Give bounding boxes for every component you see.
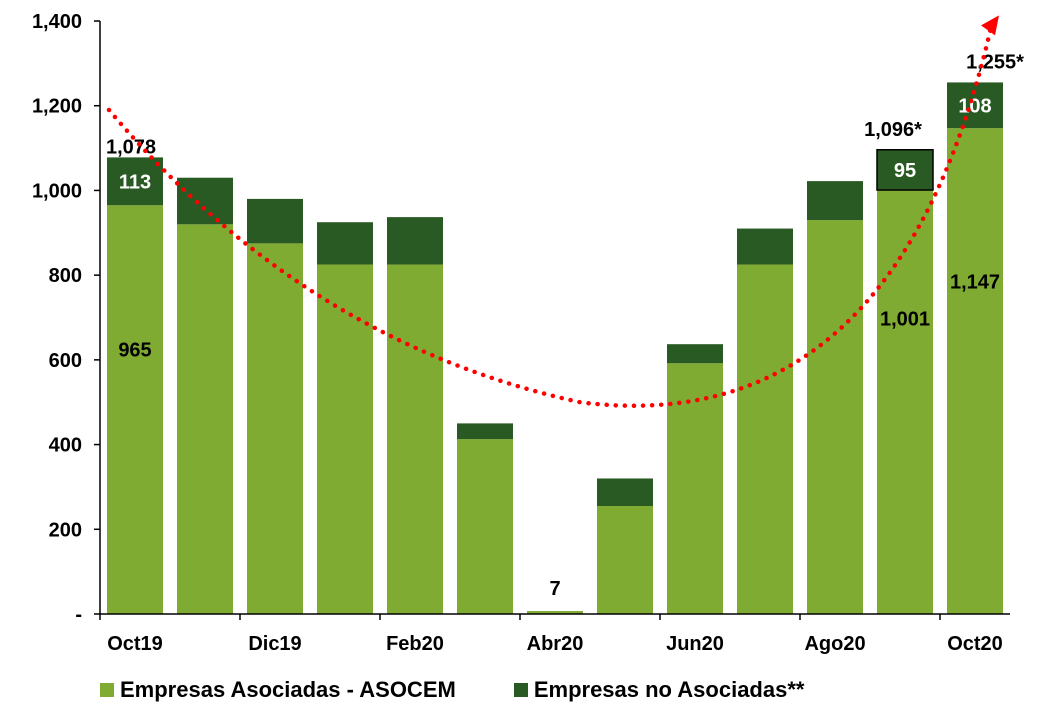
y-axis: - 200 400 600 800 1,000 1,200 1,400 [32,11,101,626]
data-label: 113 [119,171,151,193]
data-label: 1,255* [966,51,1024,73]
y-tick-label: 600 [49,350,82,372]
bar-no-asociadas [317,222,373,265]
bar-no-asociadas [597,478,653,506]
legend-item-no-asociadas: Empresas no Asociadas** [513,677,805,703]
bar-no-asociadas [387,217,443,265]
bar-asociadas [107,205,163,614]
trend-curve [106,15,999,408]
legend-label-no-asociadas: Empresas no Asociadas** [533,677,805,702]
trend-arrow-head [981,15,999,36]
trend-curve-path [106,25,994,408]
data-label: 1,147 [950,271,1000,293]
x-tick-label: Oct19 [107,633,163,655]
x-tick-label: Abr20 [527,633,584,655]
y-tick-label: - [75,604,82,626]
bar-no-asociadas [947,82,1003,129]
x-tick-label: Ago20 [804,633,865,655]
y-tick-label: 800 [49,265,82,287]
bar-asociadas [177,224,233,615]
bar-asociadas [317,264,373,614]
x-tick-label: Jun20 [666,633,724,655]
bar-asociadas [247,243,303,614]
legend-swatch-asociadas [100,683,114,697]
data-label: 95 [894,160,916,182]
data-label: 7 [549,578,560,600]
bar-no-asociadas [177,177,233,225]
bars [107,82,1003,615]
legend-swatch-no-asociadas [513,683,528,697]
bar-asociadas [457,439,513,614]
y-tick-label: 400 [49,435,82,457]
legend-label-asociadas: Empresas Asociadas - ASOCEM [120,677,456,702]
data-label: 1,096* [864,119,922,141]
bar-no-asociadas [247,198,303,244]
bar-asociadas [527,611,583,614]
bar-no-asociadas [107,157,163,206]
x-tick-label: Oct20 [947,633,1003,655]
stacked-bar-chart: - 200 400 600 800 1,000 1,200 1,400 Oct19 Dic19 F… [32,11,1024,655]
bar-asociadas [947,128,1003,614]
x-axis: Oct19 Dic19 Feb20 Abr20 Jun20 Ago20 Oct20 [99,613,1010,655]
legend-item-asociadas: Empresas Asociadas - ASOCEM [100,677,456,703]
data-label: 1,078 [106,136,156,158]
data-label: 965 [118,339,151,361]
x-tick-label: Feb20 [386,633,444,655]
bar-no-asociadas [737,228,793,265]
y-tick-label: 200 [49,519,82,541]
bar-no-asociadas [876,149,934,191]
data-labels: 965 113 1,078 7 1,001 95 1,096* 1,147 108 1,255* [106,51,1024,600]
bar-asociadas [387,264,443,614]
bar-asociadas [737,264,793,614]
bar-asociadas [877,190,933,614]
bar-no-asociadas [457,423,513,440]
y-tick-label: 1,200 [32,96,82,118]
data-label: 108 [958,95,991,117]
bar-asociadas [667,363,723,614]
bar-no-asociadas [667,344,723,364]
data-label: 1,001 [880,309,930,331]
bar-asociadas [597,505,653,614]
y-tick-label: 1,000 [32,180,82,202]
bar-asociadas [807,220,863,615]
bar-no-asociadas [807,181,863,221]
legend: Empresas Asociadas - ASOCEM Empresas no … [100,677,804,703]
x-tick-label: Dic19 [248,633,301,655]
y-tick-label: 1,400 [32,11,82,33]
